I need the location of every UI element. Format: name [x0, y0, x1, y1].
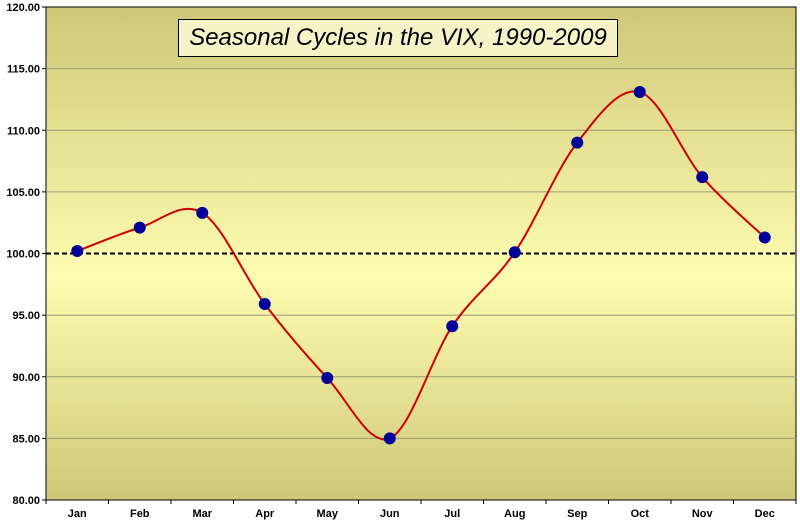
x-tick-label: Oct	[631, 508, 650, 520]
data-markers	[71, 86, 771, 445]
data-point-feb	[133, 221, 146, 234]
y-tick-label: 120.00	[6, 2, 40, 14]
data-point-nov	[696, 171, 709, 184]
x-tick-label: Nov	[692, 508, 714, 520]
x-tick-label: Sep	[567, 508, 587, 520]
gridlines	[46, 68, 796, 439]
data-point-apr	[258, 298, 271, 311]
data-point-may	[321, 371, 334, 384]
data-point-jun	[383, 432, 396, 445]
x-tick-label: Jun	[380, 508, 400, 520]
x-tick-label: Aug	[504, 508, 525, 520]
data-point-sep	[571, 136, 584, 149]
x-tick-label: Mar	[192, 508, 212, 520]
y-tick-label: 115.00	[7, 64, 40, 76]
data-point-jan	[71, 245, 84, 258]
data-point-mar	[196, 206, 209, 219]
y-tick-label: 90.00	[12, 372, 40, 384]
x-tick-label: Feb	[130, 508, 150, 520]
chart-title: Seasonal Cycles in the VIX, 1990-2009	[189, 24, 607, 51]
y-tick-label: 105.00	[6, 187, 40, 199]
data-point-jul	[446, 320, 459, 333]
y-tick-label: 95.00	[12, 310, 40, 322]
x-tick-label: Dec	[755, 508, 775, 520]
y-tick-label: 110.00	[7, 125, 40, 137]
data-point-oct	[633, 86, 646, 99]
y-tick-label: 80.00	[12, 495, 40, 507]
x-tick-label: Jan	[68, 508, 87, 520]
x-tick-label: Jul	[444, 508, 460, 520]
x-axis-ticks: Jan Feb Mar Apr May Jun Jul Aug Sep Oct Nov Dec	[45, 500, 797, 520]
y-axis-ticks: 80.00 85.00 90.00 95.00 100.00 105.00 110.00 11…	[6, 2, 46, 507]
x-tick-label: Apr	[255, 508, 275, 520]
x-tick-label: May	[317, 508, 339, 520]
data-point-aug	[508, 246, 521, 259]
y-tick-label: 100.00	[6, 249, 40, 261]
data-point-dec	[758, 231, 771, 244]
y-tick-label: 85.00	[12, 433, 40, 445]
chart-title-box: Seasonal Cycles in the VIX, 1990-2009	[178, 19, 618, 57]
